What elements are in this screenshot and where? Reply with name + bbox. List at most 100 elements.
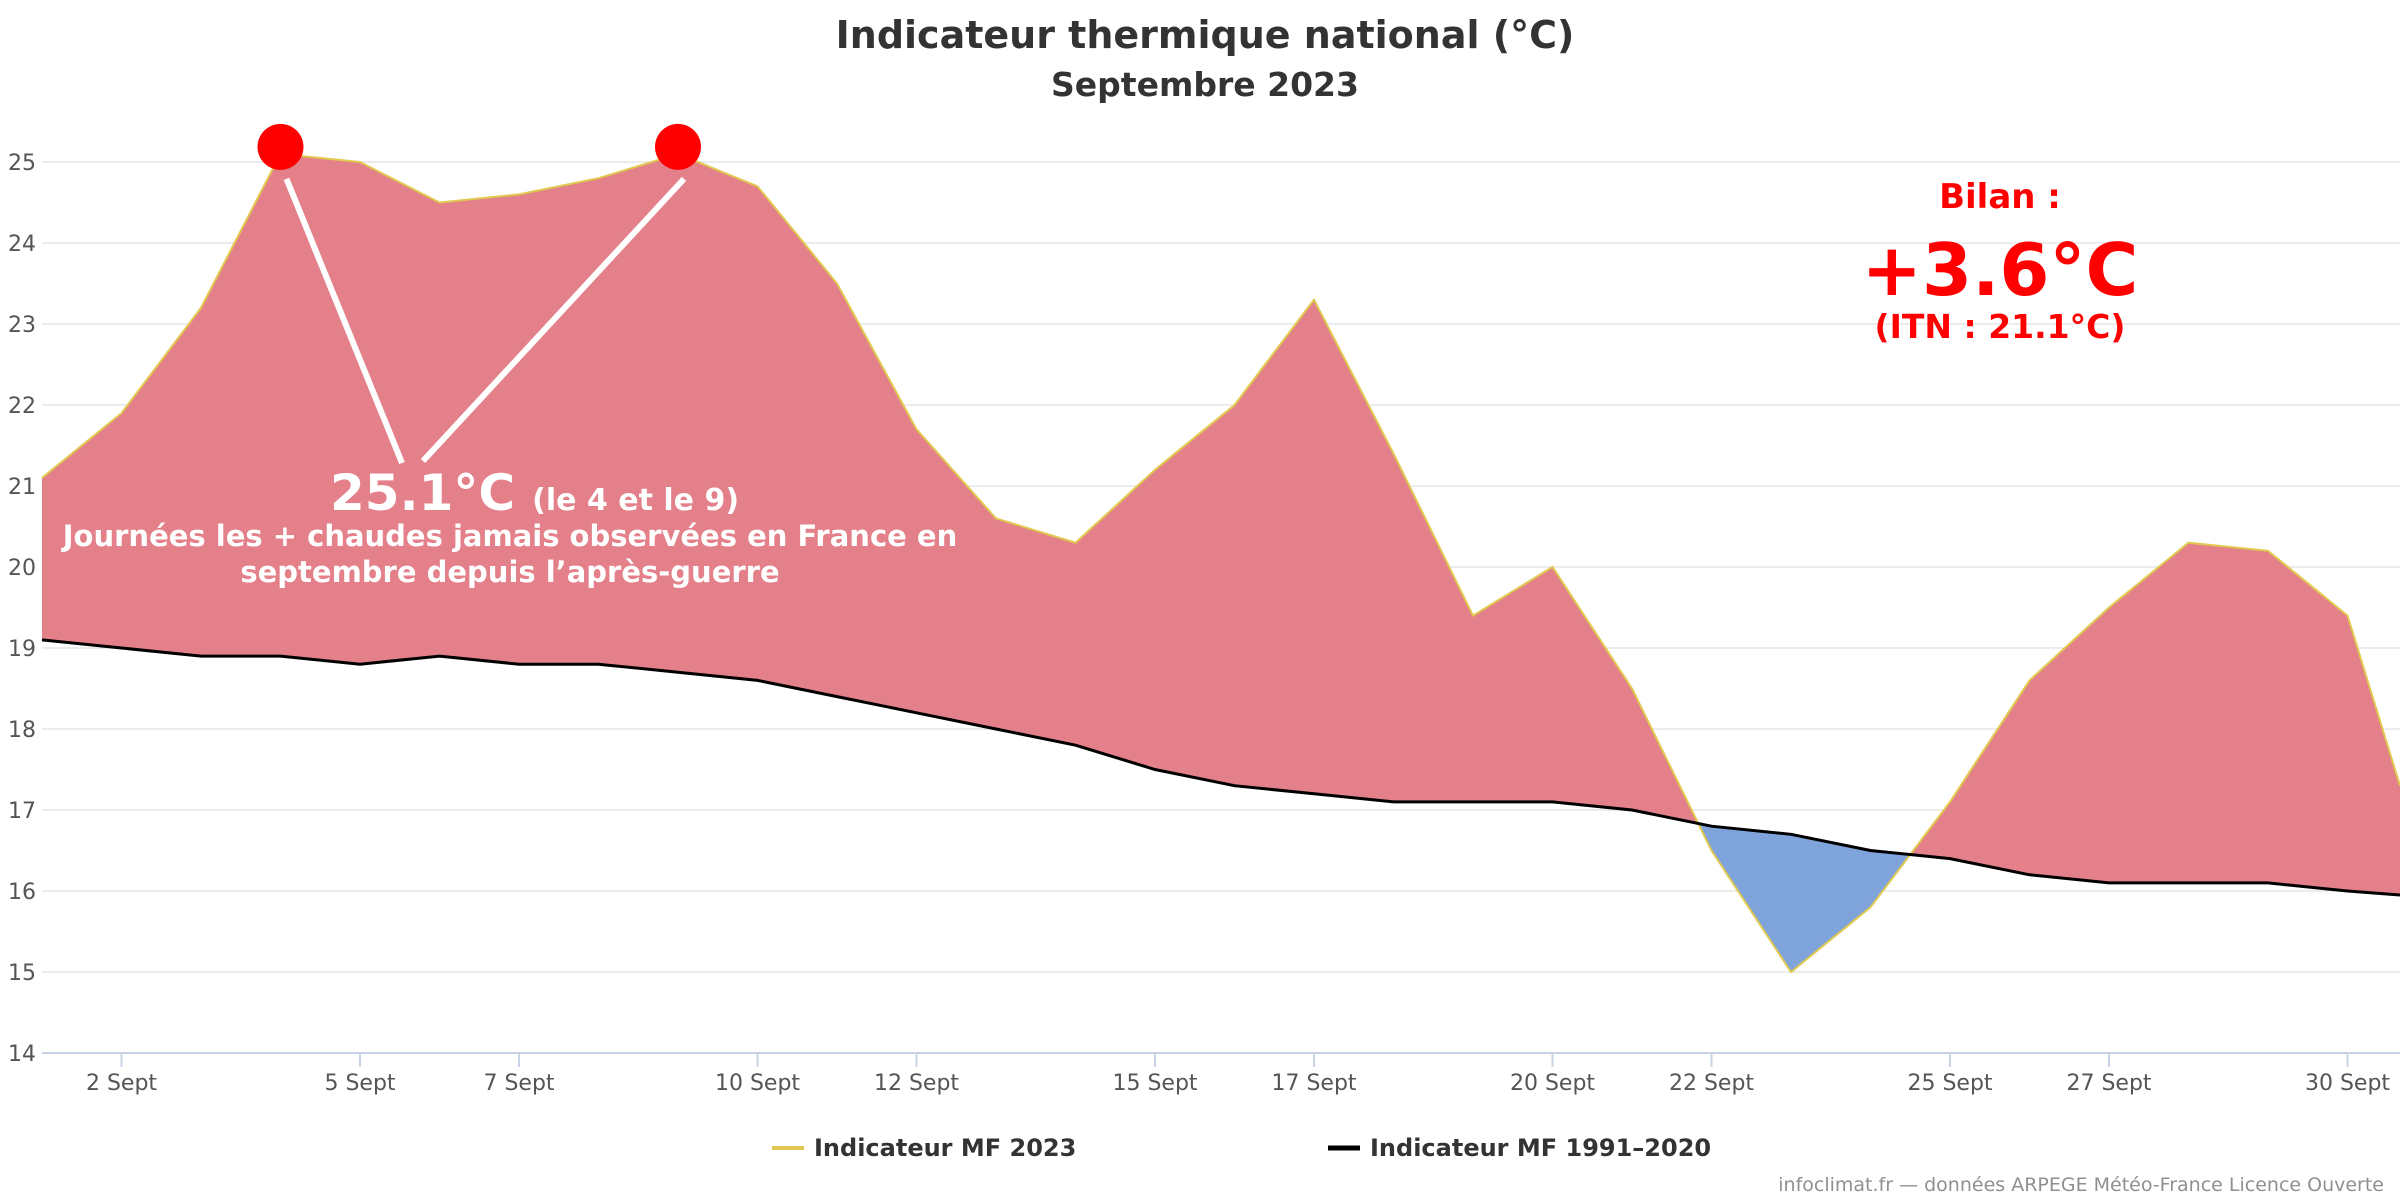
y-tick-label: 22 xyxy=(8,394,36,419)
legend: Indicateur MF 2023 Indicateur MF 1991–20… xyxy=(772,1134,1711,1162)
annotation-line-1: Journées les + chaudes jamais observées … xyxy=(61,519,957,553)
data-point-2023[interactable] xyxy=(198,305,204,311)
data-point-2023[interactable] xyxy=(516,191,522,197)
data-point-normal[interactable] xyxy=(914,710,920,716)
data-point-normal[interactable] xyxy=(1232,783,1238,789)
credit-text[interactable]: infoclimat.fr — données ARPEGE Météo-Fra… xyxy=(1778,1174,2384,1196)
y-tick-label: 20 xyxy=(8,556,36,581)
record-marker[interactable] xyxy=(257,123,304,170)
data-point-normal[interactable] xyxy=(1550,799,1556,805)
data-point-normal[interactable] xyxy=(357,661,363,667)
data-point-normal[interactable] xyxy=(1629,807,1635,813)
data-point-normal[interactable] xyxy=(1788,831,1794,837)
data-point-normal[interactable] xyxy=(198,653,204,659)
y-tick-label: 18 xyxy=(8,718,36,743)
data-point-2023[interactable] xyxy=(1232,402,1238,408)
y-tick-label: 21 xyxy=(8,475,36,500)
data-point-2023[interactable] xyxy=(1311,297,1317,303)
data-point-normal[interactable] xyxy=(755,677,761,683)
annotation-detail: (le 4 et le 9) xyxy=(532,483,739,518)
data-point-2023[interactable] xyxy=(39,475,45,481)
y-tick-label: 14 xyxy=(8,1042,36,1067)
chart-subtitle: Septembre 2023 xyxy=(1051,65,1359,104)
data-point-normal[interactable] xyxy=(2265,880,2271,886)
x-tick-label: 10 Sept xyxy=(715,1071,800,1096)
x-axis: 2 Sept 5 Sept 7 Sept 10 Sept 12 Sept 15 Sept 1… xyxy=(42,1052,2400,1096)
data-point-2023[interactable] xyxy=(596,175,602,181)
data-point-normal[interactable] xyxy=(2345,888,2351,894)
annotation-value: 25.1°C xyxy=(330,464,515,522)
data-point-2023[interactable] xyxy=(437,200,443,206)
data-point-2023[interactable] xyxy=(2186,540,2192,546)
data-point-normal[interactable] xyxy=(1391,799,1397,805)
x-tick-label: 30 Sept xyxy=(2305,1071,2390,1096)
data-point-2023[interactable] xyxy=(834,281,840,287)
series-lines xyxy=(39,152,2400,975)
annotation-text-main: 25.1°C (le 4 et le 9) xyxy=(330,464,739,522)
data-point-normal[interactable] xyxy=(39,637,45,643)
data-point-2023[interactable] xyxy=(1152,467,1158,473)
legend-item-2023[interactable]: Indicateur MF 2023 xyxy=(772,1134,1076,1162)
data-point-2023[interactable] xyxy=(1629,686,1635,692)
y-tick-label: 16 xyxy=(8,880,36,905)
data-point-2023[interactable] xyxy=(2265,548,2271,554)
data-point-2023[interactable] xyxy=(1073,540,1079,546)
data-point-2023[interactable] xyxy=(1550,564,1556,570)
y-tick-label: 17 xyxy=(8,799,36,824)
data-point-normal[interactable] xyxy=(1470,799,1476,805)
data-point-normal[interactable] xyxy=(278,653,284,659)
data-point-normal[interactable] xyxy=(2186,880,2192,886)
series-line-normal[interactable] xyxy=(41,638,2400,897)
data-point-normal[interactable] xyxy=(834,694,840,700)
annotation-line-2: septembre depuis l’après-guerre xyxy=(240,555,779,589)
cold-anomaly-area xyxy=(1698,823,1911,972)
data-point-normal[interactable] xyxy=(119,645,125,651)
legend-item-normal[interactable]: Indicateur MF 1991–2020 xyxy=(1328,1134,1711,1162)
data-point-normal[interactable] xyxy=(2106,880,2112,886)
data-point-2023[interactable] xyxy=(1868,904,1874,910)
legend-label-normal: Indicateur MF 1991–2020 xyxy=(1370,1134,1711,1162)
data-point-normal[interactable] xyxy=(1311,791,1317,797)
x-tick-label: 7 Sept xyxy=(483,1071,554,1096)
plot-area xyxy=(42,153,2400,972)
annotation-markers xyxy=(257,123,701,170)
data-point-normal[interactable] xyxy=(1947,856,1953,862)
data-point-2023[interactable] xyxy=(1709,848,1715,854)
data-point-2023[interactable] xyxy=(119,410,125,416)
data-point-2023[interactable] xyxy=(2106,605,2112,611)
bilan-box: Bilan : +3.6°C (ITN : 21.1°C) xyxy=(1862,177,2139,346)
data-point-2023[interactable] xyxy=(1470,613,1476,619)
data-point-normal[interactable] xyxy=(1709,823,1715,829)
y-tick-label: 23 xyxy=(8,313,36,338)
y-axis-ticks: 14 15 16 17 18 19 20 21 22 23 24 25 xyxy=(8,151,36,1067)
record-marker[interactable] xyxy=(655,123,701,170)
data-point-normal[interactable] xyxy=(993,726,999,732)
x-tick-label: 25 Sept xyxy=(1907,1071,1992,1096)
data-point-2023[interactable] xyxy=(2345,613,2351,619)
data-point-2023[interactable] xyxy=(914,426,920,432)
x-tick-label: 5 Sept xyxy=(324,1071,395,1096)
data-point-normal[interactable] xyxy=(1868,848,1874,854)
data-point-normal[interactable] xyxy=(516,661,522,667)
data-point-2023[interactable] xyxy=(2027,677,2033,683)
data-point-2023[interactable] xyxy=(1391,451,1397,457)
series-line-2023[interactable] xyxy=(41,152,2400,974)
annotation-connector xyxy=(283,177,405,465)
data-point-2023[interactable] xyxy=(755,183,761,189)
data-point-normal[interactable] xyxy=(2027,872,2033,878)
data-point-normal[interactable] xyxy=(675,669,681,675)
chart-title: Indicateur thermique national (°C) xyxy=(836,13,1575,57)
data-point-normal[interactable] xyxy=(1073,742,1079,748)
data-point-normal[interactable] xyxy=(596,661,602,667)
warm-anomaly-area xyxy=(1910,542,2400,896)
y-tick-label: 25 xyxy=(8,151,36,176)
data-point-2023[interactable] xyxy=(993,515,999,521)
bilan-label: Bilan : xyxy=(1939,177,2061,217)
data-point-normal[interactable] xyxy=(437,653,443,659)
data-point-2023[interactable] xyxy=(1788,969,1794,975)
x-tick-label: 22 Sept xyxy=(1669,1071,1754,1096)
data-point-2023[interactable] xyxy=(357,159,363,165)
data-point-2023[interactable] xyxy=(1947,799,1953,805)
data-point-normal[interactable] xyxy=(1152,767,1158,773)
bilan-anomaly: +3.6°C xyxy=(1862,228,2139,312)
